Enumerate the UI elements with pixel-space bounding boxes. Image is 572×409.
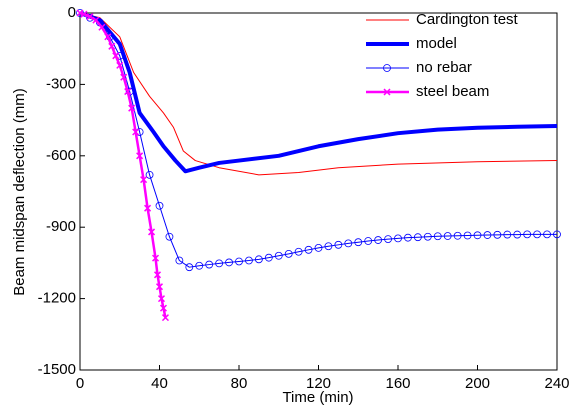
marker	[483, 231, 492, 239]
marker	[108, 42, 116, 50]
marker	[294, 247, 303, 256]
marker	[136, 152, 144, 160]
x-tick-label: 240	[544, 375, 569, 392]
marker	[92, 16, 100, 24]
marker	[145, 170, 154, 179]
series-line	[79, 11, 558, 174]
marker	[112, 52, 120, 60]
series-line	[79, 12, 558, 176]
marker	[157, 295, 166, 303]
marker	[132, 128, 140, 136]
series-line	[79, 12, 557, 268]
legend-label: model	[416, 35, 457, 52]
marker	[165, 232, 174, 241]
marker	[463, 231, 472, 240]
marker	[543, 230, 551, 239]
marker	[155, 283, 164, 291]
x-axis-title: Time (min)	[282, 389, 353, 406]
y-axis-title: Beam midspan deflection (mm)	[11, 88, 28, 296]
marker	[175, 256, 184, 265]
legend-label: no rebar	[416, 59, 472, 76]
marker	[284, 249, 293, 258]
marker	[80, 10, 88, 18]
y-tick-label: -900	[46, 218, 76, 235]
marker	[120, 73, 128, 81]
marker	[513, 230, 522, 239]
marker	[374, 236, 383, 244]
marker	[235, 257, 243, 266]
marker	[144, 204, 152, 212]
marker	[151, 254, 160, 262]
marker	[423, 232, 432, 241]
series-line	[79, 11, 167, 318]
marker	[304, 245, 313, 254]
x-tick-label: 40	[151, 375, 168, 392]
y-tick-label: 0	[68, 4, 76, 21]
marker	[225, 258, 233, 267]
marker	[413, 233, 422, 242]
marker	[344, 239, 353, 248]
y-tick-label: -1500	[38, 361, 76, 378]
marker	[453, 231, 462, 240]
marker	[334, 240, 343, 249]
x-tick-label: 160	[385, 375, 410, 392]
y-tick-label: -300	[46, 75, 76, 92]
marker	[76, 9, 84, 17]
marker	[195, 261, 204, 270]
x-tick-label: 200	[465, 375, 490, 392]
marker	[98, 23, 106, 31]
marker	[533, 230, 542, 239]
marker	[404, 233, 412, 242]
marker	[153, 271, 162, 279]
marker	[86, 13, 94, 21]
marker	[354, 238, 363, 247]
marker	[245, 256, 253, 265]
marker	[523, 230, 532, 239]
y-tick-label: -600	[46, 147, 76, 164]
marker	[473, 231, 482, 240]
x-tick-label: 80	[231, 375, 248, 392]
marker	[493, 230, 502, 239]
marker	[383, 64, 391, 72]
marker	[128, 104, 136, 112]
marker	[264, 253, 273, 262]
marker	[205, 260, 214, 269]
marker	[124, 88, 132, 96]
marker	[443, 232, 452, 240]
y-tick-label: -1200	[38, 290, 76, 307]
marker	[324, 242, 333, 251]
marker	[553, 230, 561, 239]
plot-frame	[79, 12, 558, 371]
x-tick-label: 120	[306, 375, 331, 392]
marker	[104, 33, 112, 41]
legend-label: steel beam	[416, 83, 489, 100]
marker	[185, 263, 194, 272]
marker	[254, 255, 263, 264]
marker	[433, 232, 442, 241]
marker	[394, 234, 402, 243]
x-tick-label: 0	[76, 375, 84, 392]
marker	[383, 88, 391, 96]
marker	[503, 230, 512, 239]
marker	[215, 259, 224, 268]
marker	[116, 61, 124, 69]
marker	[364, 237, 373, 245]
marker	[384, 235, 392, 244]
marker	[155, 201, 164, 210]
marker	[159, 304, 168, 312]
marker	[274, 251, 283, 260]
marker	[148, 228, 156, 236]
legend-label: Cardington test	[416, 11, 519, 28]
marker	[140, 176, 148, 184]
marker	[314, 244, 323, 252]
marker	[161, 314, 169, 322]
